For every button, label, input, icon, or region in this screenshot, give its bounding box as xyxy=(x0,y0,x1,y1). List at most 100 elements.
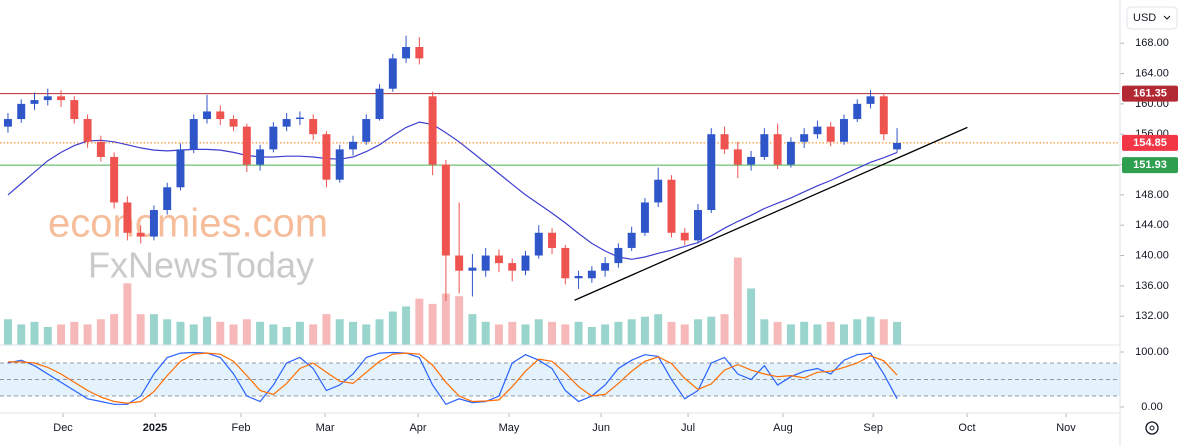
candle-body xyxy=(614,247,623,264)
candle-body xyxy=(30,100,39,104)
volume-bar xyxy=(415,298,424,345)
x-tick-label: Nov xyxy=(1056,422,1076,434)
candle-body xyxy=(853,103,862,120)
volume-bar xyxy=(242,319,251,345)
moving-average xyxy=(7,121,898,260)
volume-bar xyxy=(176,321,185,345)
candle-body xyxy=(773,134,782,165)
volume-bar xyxy=(83,324,92,345)
lines-layer xyxy=(7,121,968,406)
x-tick-label: Sep xyxy=(863,422,883,434)
candle-body xyxy=(654,179,663,203)
volume-bar xyxy=(123,283,132,345)
candle-body xyxy=(295,117,304,120)
volume-bar xyxy=(455,296,464,345)
candle-body xyxy=(494,255,503,264)
volume-bar xyxy=(388,311,397,345)
settings-button[interactable] xyxy=(1145,421,1159,435)
y-tick-label: 148.00 xyxy=(1135,189,1169,201)
candle-body xyxy=(176,149,185,188)
candle-body xyxy=(627,232,636,248)
volume-bar xyxy=(216,321,225,345)
candle-body xyxy=(893,142,902,150)
x-tick-label: Feb xyxy=(232,422,251,434)
volume-bar xyxy=(587,327,596,345)
candle-body xyxy=(786,141,795,165)
currency-box[interactable] xyxy=(1126,6,1178,30)
volume-bar xyxy=(163,319,172,345)
candle-body xyxy=(468,267,477,271)
volume-bar xyxy=(282,327,291,345)
volume-bar xyxy=(362,324,371,345)
volume-bar xyxy=(561,324,570,345)
volume-bar xyxy=(747,288,756,345)
candle-body xyxy=(534,232,543,256)
x-tick-label: Mar xyxy=(316,422,335,434)
x-tick-label: 2025 xyxy=(143,422,167,434)
candle-body xyxy=(110,156,119,203)
gear-icon[interactable] xyxy=(1145,421,1159,435)
currency-label[interactable]: USD xyxy=(1133,12,1156,24)
volume-bar xyxy=(813,324,822,345)
x-tick-label: Oct xyxy=(958,422,975,434)
x-tick-label: Aug xyxy=(773,422,793,434)
volume-bar xyxy=(667,321,676,345)
candle-body xyxy=(375,88,384,120)
candle-body xyxy=(136,232,145,237)
volume-bar xyxy=(866,316,875,345)
volume-layer xyxy=(3,257,902,345)
candle-body xyxy=(707,134,716,211)
price-level-label: 154.85 xyxy=(1133,137,1167,149)
candle-body xyxy=(123,202,132,233)
candle-body xyxy=(800,134,809,142)
volume-bar xyxy=(269,324,278,345)
candle-body xyxy=(57,96,66,101)
volume-bar xyxy=(428,303,437,345)
x-tick-label: Jul xyxy=(681,422,695,434)
volume-bar xyxy=(349,321,357,345)
candle-body xyxy=(879,96,888,135)
volume-bar xyxy=(481,321,490,345)
volume-bar xyxy=(707,316,716,345)
price-level-label: 151.93 xyxy=(1133,159,1167,171)
candle-body xyxy=(349,141,357,150)
gear-center[interactable] xyxy=(1149,425,1155,431)
grid-layer xyxy=(0,93,1120,166)
candle-body xyxy=(309,119,318,135)
candle-body xyxy=(242,126,251,165)
volume-bar xyxy=(110,314,119,345)
price-level-badge xyxy=(1122,157,1178,174)
volume-bar xyxy=(879,319,888,345)
price-level-label: 161.35 xyxy=(1133,88,1167,100)
watermark-text: economies.com xyxy=(48,202,328,246)
candle-body xyxy=(601,263,610,271)
candle-body xyxy=(322,134,331,180)
candle-body xyxy=(667,179,676,233)
volume-bar xyxy=(229,324,238,345)
volume-bar xyxy=(773,321,782,345)
candle-body xyxy=(428,96,437,165)
dropdown-icon[interactable] xyxy=(1163,15,1171,20)
candle-body xyxy=(256,149,265,165)
volume-bar xyxy=(57,324,66,345)
candle-body xyxy=(335,149,344,180)
candle-body xyxy=(43,96,52,101)
candle-body xyxy=(388,58,397,89)
y-tick-label: 136.00 xyxy=(1135,280,1169,292)
volume-bar xyxy=(17,324,26,345)
volume-bar xyxy=(375,319,384,345)
candle-body xyxy=(561,247,570,279)
candle-body xyxy=(866,96,875,104)
currency-button[interactable]: USD xyxy=(1126,6,1178,30)
stoch-d xyxy=(8,352,898,404)
volume-bar xyxy=(694,319,702,345)
volume-bar xyxy=(335,319,344,345)
volume-bar xyxy=(521,324,530,345)
volume-bar xyxy=(295,321,304,345)
candle-body xyxy=(587,270,596,279)
candle-body xyxy=(70,100,79,120)
candle-body xyxy=(733,149,742,165)
volume-bar xyxy=(189,324,198,345)
volume-bar xyxy=(43,327,52,345)
